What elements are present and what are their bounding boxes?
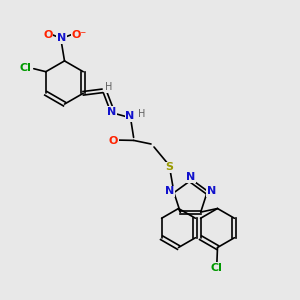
Text: O⁻: O⁻	[71, 30, 86, 40]
Text: N: N	[187, 172, 196, 182]
Text: H: H	[105, 82, 113, 92]
Text: N: N	[165, 186, 174, 196]
Text: N: N	[57, 33, 66, 43]
Text: H: H	[138, 109, 145, 119]
Text: N: N	[107, 107, 117, 117]
Text: S: S	[166, 162, 174, 172]
Text: Cl: Cl	[211, 263, 223, 273]
Text: O: O	[43, 30, 53, 40]
Text: Cl: Cl	[20, 63, 31, 73]
Text: N: N	[125, 111, 135, 122]
Text: O: O	[109, 136, 118, 146]
Text: N: N	[207, 186, 216, 196]
